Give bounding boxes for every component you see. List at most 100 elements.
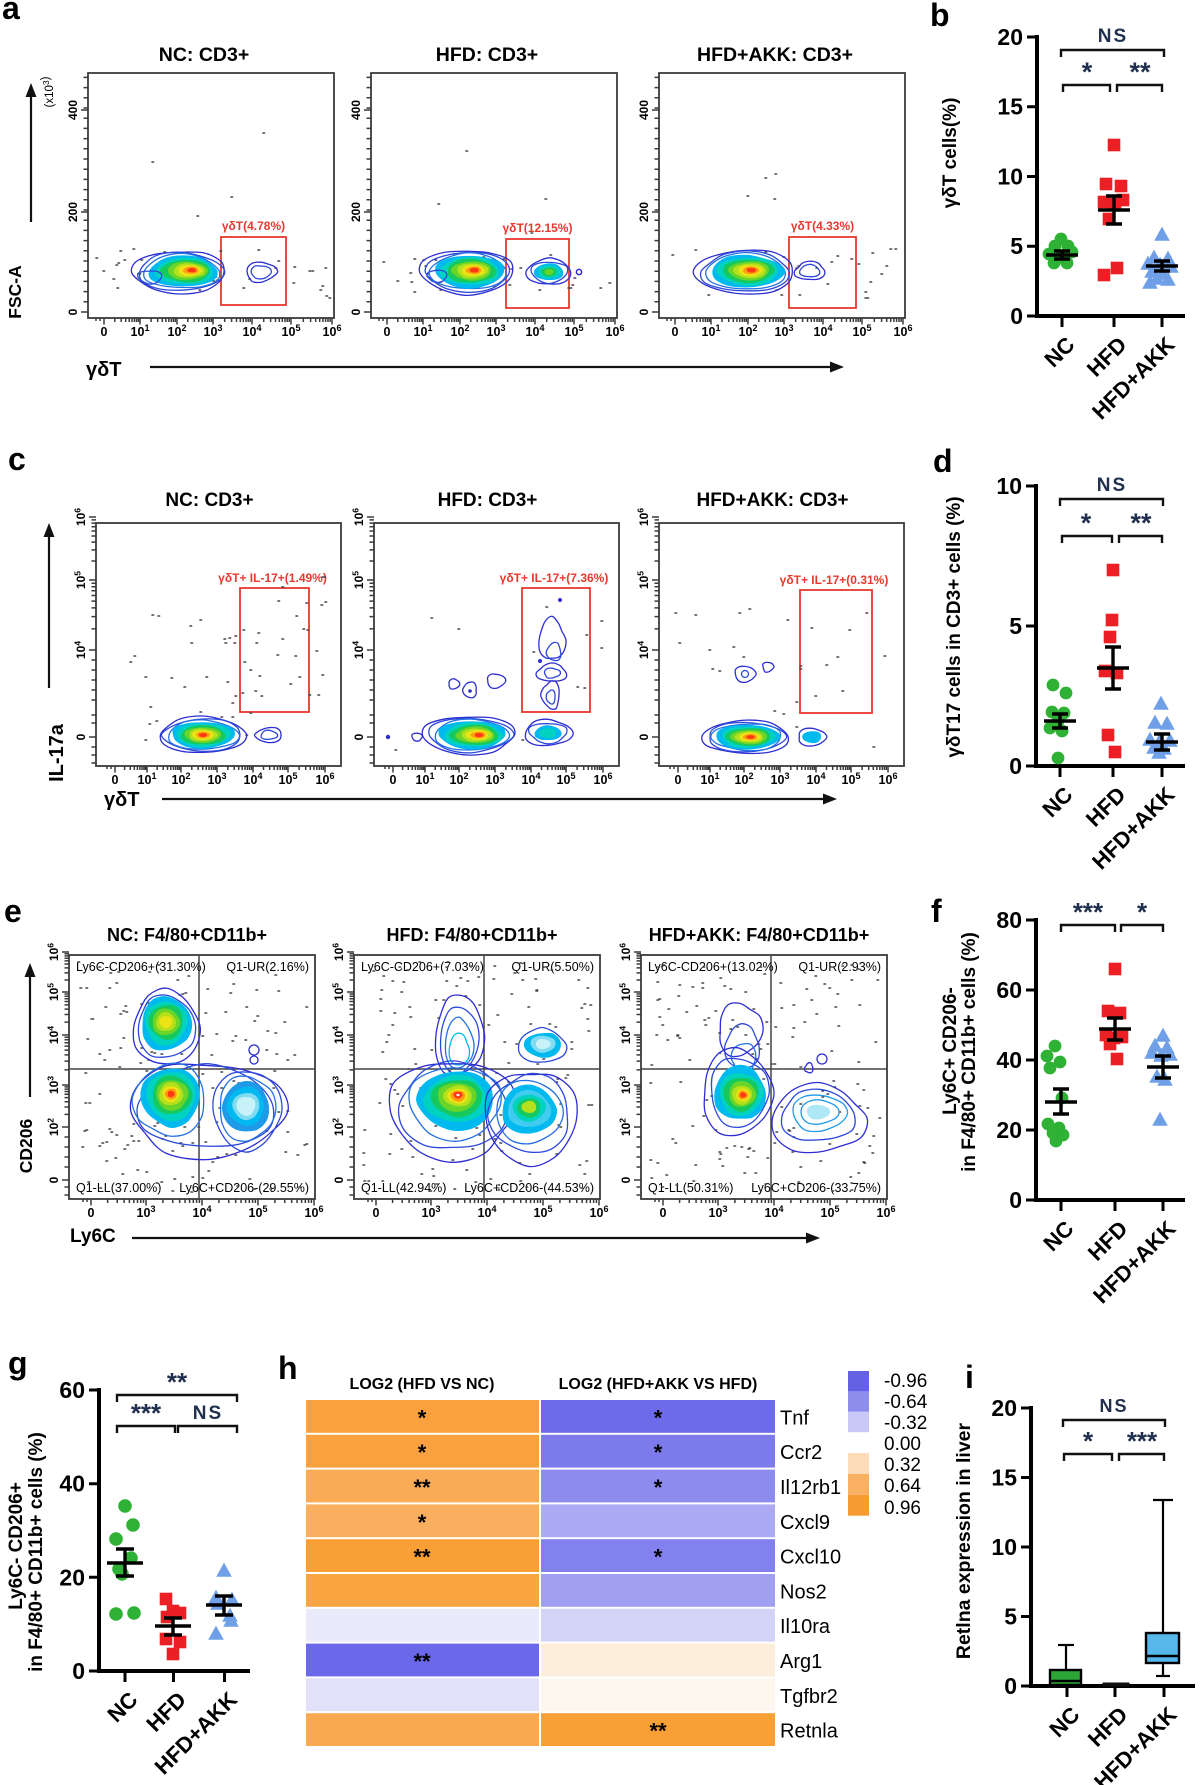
svg-text:Nos2: Nos2 — [780, 1581, 827, 1603]
svg-text:60: 60 — [996, 977, 1022, 1003]
svg-text:Q1-LL(42.94%): Q1-LL(42.94%) — [361, 1181, 446, 1195]
svg-text:-0.64: -0.64 — [884, 1392, 928, 1413]
svg-text:*: * — [418, 1510, 427, 1535]
svg-text:0: 0 — [352, 733, 366, 740]
svg-text:NS: NS — [1098, 26, 1128, 47]
svg-text:200: 200 — [66, 202, 80, 222]
svg-text:HFD+AKK: F4/80+CD11b+: HFD+AKK: F4/80+CD11b+ — [649, 925, 870, 945]
svg-text:40: 40 — [59, 1471, 85, 1497]
svg-text:0: 0 — [332, 1176, 346, 1183]
svg-text:NS: NS — [1097, 475, 1127, 496]
svg-text:0: 0 — [384, 325, 391, 339]
svg-text:0: 0 — [88, 1206, 95, 1220]
svg-text:Ly6C+CD206-(33.75%): Ly6C+CD206-(33.75%) — [751, 1181, 881, 1195]
svg-text:**: ** — [413, 1475, 431, 1500]
svg-text:h: h — [278, 1350, 298, 1386]
svg-text:Q1-LL(50.31%): Q1-LL(50.31%) — [648, 1181, 733, 1195]
svg-text:10: 10 — [996, 473, 1022, 499]
svg-text:Ly6C- CD206+: Ly6C- CD206+ — [6, 1482, 27, 1610]
svg-text:CD206: CD206 — [16, 1119, 36, 1174]
svg-text:γδT(4.78%): γδT(4.78%) — [222, 219, 285, 233]
svg-text:0: 0 — [72, 1658, 85, 1684]
svg-text:Q1-UR(5.50%): Q1-UR(5.50%) — [511, 960, 594, 974]
svg-text:a: a — [2, 0, 20, 26]
svg-text:0: 0 — [619, 1176, 633, 1183]
svg-text:-0.32: -0.32 — [884, 1413, 927, 1434]
svg-text:400: 400 — [66, 100, 80, 120]
svg-text:400: 400 — [637, 100, 651, 120]
svg-text:Cxcl10: Cxcl10 — [780, 1547, 841, 1569]
svg-text:NC: CD3+: NC: CD3+ — [165, 490, 253, 511]
svg-text:LOG2 (HFD VS NC): LOG2 (HFD VS NC) — [350, 1376, 495, 1393]
svg-text:*: * — [654, 1440, 663, 1465]
svg-text:0.32: 0.32 — [884, 1455, 921, 1476]
svg-text:200: 200 — [349, 202, 363, 222]
svg-text:20: 20 — [59, 1564, 85, 1590]
svg-text:10: 10 — [991, 1534, 1017, 1560]
svg-text:60: 60 — [59, 1377, 85, 1403]
svg-text:0: 0 — [1009, 753, 1022, 779]
svg-text:NS: NS — [1099, 1396, 1128, 1416]
svg-text:***: *** — [1127, 1426, 1158, 1456]
svg-text:HFD: F4/80+CD11b+: HFD: F4/80+CD11b+ — [386, 925, 557, 945]
svg-text:**: ** — [413, 1545, 431, 1570]
svg-text:**: ** — [1129, 57, 1151, 87]
svg-text:Ccr2: Ccr2 — [780, 1442, 822, 1464]
svg-text:*: * — [1083, 1426, 1094, 1456]
svg-text:i: i — [965, 1359, 974, 1395]
svg-text:*: * — [418, 1405, 427, 1430]
svg-text:HFD+AKK: CD3+: HFD+AKK: CD3+ — [696, 490, 848, 511]
svg-text:in F4/80+ CD11b+ cells (%): in F4/80+ CD11b+ cells (%) — [26, 1432, 47, 1672]
svg-text:0: 0 — [1004, 1673, 1017, 1699]
svg-text:γδT: γδT — [86, 359, 121, 381]
svg-text:40: 40 — [996, 1047, 1022, 1073]
svg-text:0: 0 — [672, 325, 679, 339]
svg-text:0.00: 0.00 — [884, 1434, 921, 1455]
svg-text:**: ** — [649, 1719, 667, 1744]
svg-text:*: * — [1137, 897, 1148, 927]
svg-text:**: ** — [167, 1367, 188, 1397]
svg-text:NS: NS — [193, 1403, 223, 1424]
svg-text:γδT: γδT — [104, 789, 139, 811]
svg-text:Ly6C: Ly6C — [70, 1226, 116, 1247]
svg-text:Tnf: Tnf — [780, 1407, 809, 1429]
svg-text:γδT(12.15%): γδT(12.15%) — [503, 221, 573, 235]
svg-text:γδT(4.33%): γδT(4.33%) — [791, 219, 854, 233]
svg-text:in F4/80+ CD11b+ cells (%): in F4/80+ CD11b+ cells (%) — [959, 932, 980, 1172]
svg-text:0: 0 — [112, 773, 119, 787]
svg-text:80: 80 — [996, 907, 1022, 933]
svg-text:Cxcl9: Cxcl9 — [780, 1512, 830, 1534]
svg-text:*: * — [418, 1440, 427, 1465]
svg-text:200: 200 — [637, 202, 651, 222]
svg-text:0: 0 — [1010, 303, 1023, 329]
svg-text:***: *** — [131, 1398, 162, 1428]
svg-text:0: 0 — [637, 308, 651, 315]
svg-text:f: f — [931, 893, 942, 929]
svg-text:Q1-UR(2.93%): Q1-UR(2.93%) — [798, 960, 881, 974]
svg-text:**: ** — [413, 1649, 431, 1674]
svg-text:5: 5 — [1004, 1604, 1017, 1630]
svg-text:20: 20 — [997, 24, 1023, 50]
svg-text:0: 0 — [390, 773, 397, 787]
svg-text:IL-17a: IL-17a — [46, 723, 68, 782]
svg-text:0: 0 — [349, 308, 363, 315]
svg-text:0.96: 0.96 — [884, 1498, 921, 1519]
svg-text:0: 0 — [660, 1206, 667, 1220]
svg-text:10: 10 — [997, 164, 1023, 190]
svg-text:HFD: CD3+: HFD: CD3+ — [436, 44, 538, 66]
svg-text:γδT17 cells in CD3+ cells (%): γδT17 cells in CD3+ cells (%) — [944, 496, 965, 757]
svg-text:NC: CD3+: NC: CD3+ — [159, 44, 249, 66]
svg-text:Ly6C+ CD206-: Ly6C+ CD206- — [940, 987, 961, 1115]
svg-text:Ly6C-CD206+(31.30%): Ly6C-CD206+(31.30%) — [76, 960, 206, 974]
svg-text:0: 0 — [47, 1176, 61, 1183]
svg-text:Ly6C+CD206-(44.53%): Ly6C+CD206-(44.53%) — [464, 1181, 594, 1195]
svg-text:**: ** — [1130, 508, 1152, 538]
svg-text:Tgfbr2: Tgfbr2 — [780, 1686, 838, 1708]
svg-text:0: 0 — [373, 1206, 380, 1220]
svg-text:***: *** — [1073, 897, 1104, 927]
svg-text:5: 5 — [1009, 613, 1022, 639]
svg-text:*: * — [654, 1545, 663, 1570]
svg-text:0: 0 — [637, 733, 651, 740]
svg-text:0: 0 — [1009, 1187, 1022, 1213]
svg-text:LOG2 (HFD+AKK VS HFD): LOG2 (HFD+AKK VS HFD) — [559, 1376, 758, 1393]
